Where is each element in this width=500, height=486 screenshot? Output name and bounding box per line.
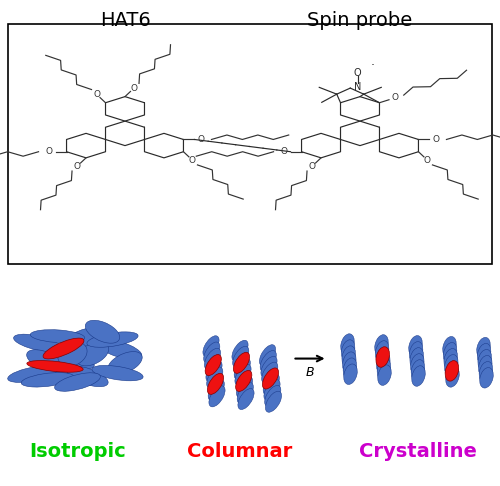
- Text: Columnar: Columnar: [188, 442, 292, 461]
- Ellipse shape: [86, 320, 119, 343]
- Ellipse shape: [478, 355, 492, 376]
- Text: O: O: [45, 147, 52, 156]
- Ellipse shape: [237, 382, 254, 403]
- Ellipse shape: [412, 366, 426, 386]
- Ellipse shape: [206, 361, 222, 382]
- Text: B: B: [306, 366, 314, 380]
- Ellipse shape: [411, 360, 424, 380]
- Ellipse shape: [410, 347, 424, 368]
- Ellipse shape: [67, 366, 108, 387]
- Ellipse shape: [234, 358, 250, 380]
- Ellipse shape: [238, 388, 254, 410]
- Ellipse shape: [108, 351, 142, 375]
- Text: HAT6: HAT6: [100, 11, 150, 30]
- Text: O: O: [308, 162, 316, 171]
- Ellipse shape: [14, 334, 62, 352]
- Text: ·: ·: [371, 59, 375, 72]
- Ellipse shape: [21, 373, 74, 387]
- Ellipse shape: [377, 359, 390, 380]
- Text: O: O: [392, 93, 398, 103]
- Ellipse shape: [27, 361, 83, 372]
- Ellipse shape: [442, 336, 456, 357]
- Ellipse shape: [480, 367, 494, 388]
- Text: O: O: [280, 147, 287, 156]
- Ellipse shape: [478, 344, 491, 364]
- Ellipse shape: [236, 370, 252, 391]
- Ellipse shape: [410, 342, 423, 362]
- Ellipse shape: [476, 337, 490, 358]
- Ellipse shape: [342, 346, 355, 366]
- Ellipse shape: [235, 364, 251, 385]
- Text: Isotropic: Isotropic: [29, 442, 126, 461]
- Ellipse shape: [261, 356, 277, 377]
- Ellipse shape: [204, 342, 220, 363]
- Bar: [8, 24, 492, 264]
- Ellipse shape: [208, 380, 224, 400]
- Ellipse shape: [378, 365, 392, 385]
- Ellipse shape: [232, 340, 248, 361]
- Ellipse shape: [236, 377, 252, 398]
- Text: O: O: [189, 156, 196, 165]
- Ellipse shape: [8, 366, 58, 382]
- Text: O: O: [93, 90, 100, 99]
- Ellipse shape: [263, 374, 280, 395]
- Ellipse shape: [344, 364, 357, 384]
- Ellipse shape: [205, 355, 222, 376]
- Text: O: O: [433, 135, 440, 144]
- Ellipse shape: [376, 347, 390, 367]
- Ellipse shape: [208, 373, 224, 394]
- Ellipse shape: [445, 361, 458, 381]
- Ellipse shape: [234, 352, 250, 373]
- Ellipse shape: [446, 366, 460, 387]
- Ellipse shape: [203, 336, 219, 357]
- Ellipse shape: [43, 338, 84, 359]
- Ellipse shape: [204, 348, 220, 369]
- Text: Crystalline: Crystalline: [358, 442, 476, 461]
- Ellipse shape: [206, 367, 223, 388]
- Ellipse shape: [260, 345, 276, 366]
- Ellipse shape: [408, 335, 422, 356]
- Ellipse shape: [209, 386, 225, 407]
- Text: O: O: [424, 156, 431, 165]
- Ellipse shape: [87, 332, 138, 347]
- Ellipse shape: [342, 352, 356, 372]
- Ellipse shape: [98, 340, 142, 359]
- Ellipse shape: [376, 353, 390, 373]
- Ellipse shape: [262, 362, 278, 383]
- Ellipse shape: [266, 391, 281, 412]
- Ellipse shape: [374, 335, 388, 355]
- Ellipse shape: [444, 343, 457, 363]
- Ellipse shape: [30, 330, 84, 343]
- Text: O: O: [130, 84, 138, 93]
- Text: O: O: [74, 162, 80, 171]
- Ellipse shape: [92, 365, 143, 381]
- Ellipse shape: [342, 340, 355, 360]
- Ellipse shape: [54, 373, 100, 391]
- Ellipse shape: [260, 350, 276, 371]
- Text: Spin probe: Spin probe: [308, 11, 412, 30]
- Ellipse shape: [444, 355, 458, 375]
- Ellipse shape: [63, 328, 102, 349]
- Text: N: N: [354, 82, 362, 92]
- Ellipse shape: [376, 341, 389, 361]
- Text: O: O: [198, 135, 205, 144]
- Ellipse shape: [26, 350, 64, 372]
- Ellipse shape: [340, 334, 354, 354]
- Ellipse shape: [262, 368, 278, 389]
- Ellipse shape: [40, 361, 94, 374]
- Ellipse shape: [264, 385, 281, 406]
- Text: O: O: [354, 68, 362, 78]
- Ellipse shape: [479, 362, 492, 382]
- Ellipse shape: [343, 358, 356, 379]
- Ellipse shape: [478, 349, 492, 370]
- Ellipse shape: [410, 354, 424, 374]
- Ellipse shape: [232, 346, 249, 367]
- Ellipse shape: [58, 342, 87, 366]
- Ellipse shape: [264, 380, 280, 400]
- Ellipse shape: [76, 342, 108, 366]
- Ellipse shape: [444, 348, 458, 369]
